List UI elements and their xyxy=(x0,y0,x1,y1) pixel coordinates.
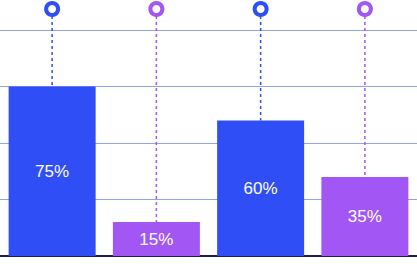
svg-text:15%: 15% xyxy=(139,230,173,249)
svg-text:75%: 75% xyxy=(35,162,69,181)
svg-text:35%: 35% xyxy=(348,207,382,226)
svg-text:60%: 60% xyxy=(244,179,278,198)
